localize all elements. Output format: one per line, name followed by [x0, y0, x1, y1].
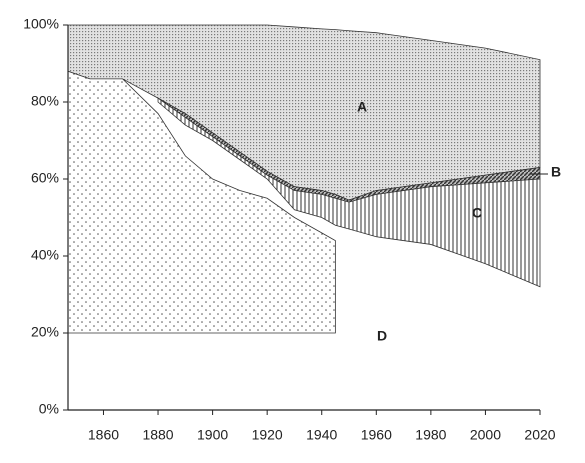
area-d — [67, 70, 336, 334]
x-tick-label: 1960 — [361, 427, 392, 443]
x-tick-label: 1900 — [197, 427, 228, 443]
x-tick-label: 1860 — [88, 427, 119, 443]
y-tick-label: 80% — [31, 93, 59, 109]
y-tick-label: 40% — [31, 247, 59, 263]
x-tick-label: 1920 — [252, 427, 283, 443]
x-tick-label: 1880 — [142, 427, 173, 443]
x-tick-label: 1980 — [415, 427, 446, 443]
y-tick-label: 0% — [39, 401, 59, 417]
y-tick-label: 20% — [31, 324, 59, 340]
x-tick-label: 1940 — [306, 427, 337, 443]
x-tick-label: 2020 — [524, 427, 555, 443]
region-label: C — [472, 205, 482, 221]
region-label: A — [357, 99, 367, 115]
y-tick-label: 100% — [23, 16, 59, 32]
x-tick-label: 2000 — [470, 427, 501, 443]
region-label: B — [551, 164, 561, 180]
y-tick-label: 60% — [31, 170, 59, 186]
area-c — [157, 97, 541, 288]
region-label: D — [377, 328, 387, 344]
